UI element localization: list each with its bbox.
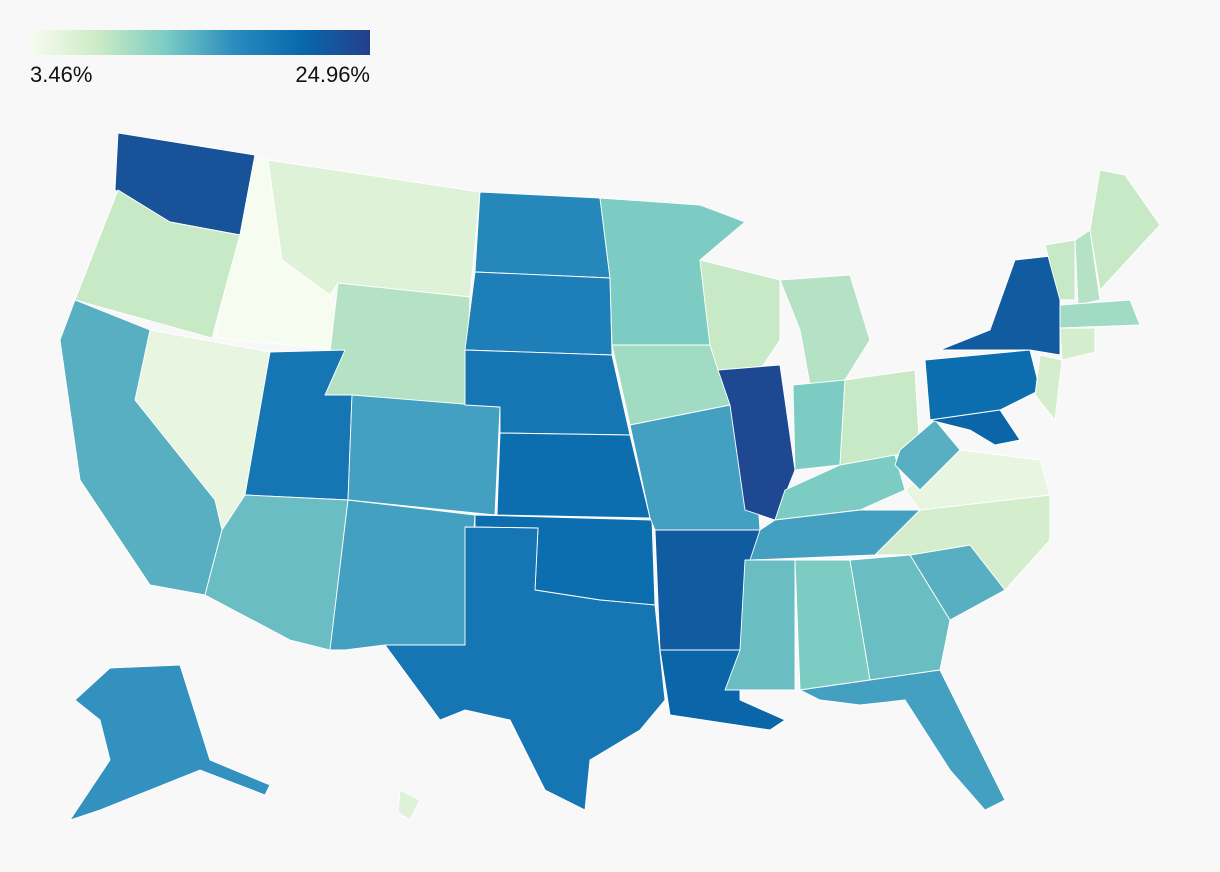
state [474, 191, 611, 279]
state [799, 669, 1006, 811]
state [384, 526, 666, 811]
state [1059, 299, 1141, 329]
state [792, 379, 846, 471]
state [347, 394, 501, 516]
state [929, 409, 1021, 446]
state [724, 559, 796, 691]
state [1059, 327, 1096, 361]
legend-gradient [30, 30, 370, 55]
state [397, 789, 421, 821]
states [59, 132, 1161, 821]
state [324, 282, 471, 406]
state [1044, 239, 1076, 301]
state [849, 554, 951, 681]
state [1074, 229, 1101, 306]
state [329, 499, 476, 651]
state [1034, 354, 1063, 421]
state [894, 419, 961, 491]
legend-min-label: 3.46% [30, 62, 92, 87]
legend-max-label: 24.96% [295, 62, 370, 87]
state [496, 432, 651, 519]
state [924, 349, 1041, 421]
state [464, 271, 613, 356]
state [1089, 169, 1161, 291]
state [69, 664, 271, 821]
